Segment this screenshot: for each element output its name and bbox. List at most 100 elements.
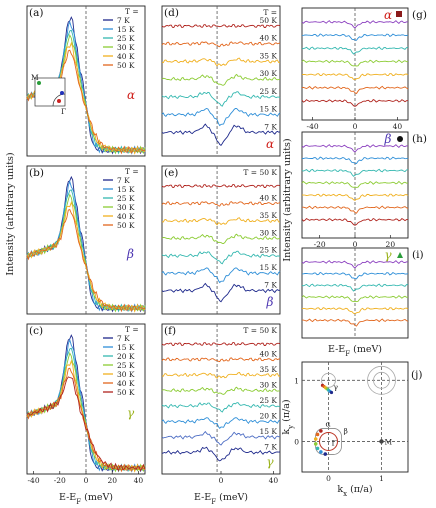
panel-g: (g) α -40 0 40: [301, 7, 427, 131]
curve-temperature-label: 40 K: [259, 34, 277, 43]
curve-temperature-label: 35 K: [259, 51, 277, 60]
gamma-pocket: [321, 372, 336, 388]
panel-h: (h) β -20 0 20: [301, 131, 427, 249]
fs-edc-curve: [301, 260, 409, 269]
x-tick-label: -40: [307, 122, 319, 131]
legend-label: 30 K: [117, 203, 135, 212]
curve-temperature-label: 15 K: [259, 263, 277, 272]
curve-temperature-label: 30 K: [259, 228, 277, 237]
kf-marker: [315, 446, 320, 451]
x-tick-label: 0: [219, 476, 224, 485]
curve-temperature-label: 50 K: [259, 16, 277, 25]
legend-title: T =: [263, 8, 277, 17]
fs-edc-curve: [301, 46, 409, 55]
legend-label: 15 K: [117, 185, 135, 194]
alpha-pocket: [319, 431, 338, 451]
symmetrized-edc: [161, 430, 281, 446]
panel-b: (b) T =7 K15 K25 K30 K40 K50 K β: [26, 165, 146, 315]
symmetrized-edc: [161, 217, 281, 226]
fs-edc-curve: [301, 193, 409, 201]
x-tick-label: 20: [386, 240, 396, 249]
marker-symbol: [397, 136, 403, 142]
band-label: β: [266, 295, 274, 309]
inset-fermi-arc: [52, 93, 66, 107]
curve-temperature-label: 25 K: [259, 246, 277, 255]
x-tick-label: -20: [54, 476, 66, 485]
legend-label: 40 K: [117, 212, 135, 221]
legend-title: T =: [125, 167, 139, 176]
y-axis-label-j: ky (π/a): [281, 399, 295, 434]
band-label: γ: [384, 248, 392, 262]
inset-label-gamma: Γ: [61, 107, 66, 116]
x-tick-label: 1: [379, 474, 384, 483]
beta-pocket: [315, 428, 342, 455]
alpha-label: α: [326, 419, 331, 428]
panel-f: 40 K 35 K 30 K 25 K 20 K 15 K 7 K (f) T = 50 K γ 0…: [161, 323, 281, 485]
fs-edc-curve: [301, 144, 409, 153]
curve-temperature-label: 7 K: [264, 122, 277, 131]
plot-frame: [301, 361, 409, 473]
symmetrized-edc: [161, 446, 281, 462]
fs-edc-curve: [302, 156, 409, 164]
x-axis-label-j: kx (π/a): [337, 484, 372, 498]
inner-pocket: [373, 371, 390, 389]
symmetrized-edc: [161, 402, 281, 413]
fs-edc-curve: [302, 85, 409, 95]
x-tick-label: 0: [84, 476, 89, 485]
plot-frame: [161, 165, 281, 315]
fs-edc-curve: [301, 283, 409, 292]
curve-temperature-label: 7 K: [264, 443, 277, 452]
kf-marker: [323, 452, 328, 456]
legend-title: T =: [125, 325, 139, 334]
fs-edc-curve: [301, 59, 409, 67]
curve-temperature-label: 15 K: [259, 105, 277, 114]
m-point-label: M: [385, 437, 393, 446]
legend-label: 40 K: [117, 52, 135, 61]
kf-marker: [315, 432, 320, 437]
symmetrized-edc: [161, 91, 281, 107]
fs-edc-curve: [301, 99, 409, 107]
band-label: γ: [127, 406, 135, 420]
inset-dot: [60, 91, 64, 95]
beta-label: β: [344, 426, 348, 435]
legend-label: 15 K: [117, 25, 135, 34]
symmetrized-edc: [161, 250, 281, 265]
legend-label: 25 K: [117, 361, 135, 370]
curve-temperature-label: 25 K: [259, 396, 277, 405]
symmetrized-edc: [161, 201, 281, 207]
panel-e: 40 K 35 K 30 K 25 K 15 K 7 K (e) T = 50 K β: [161, 165, 281, 315]
fs-edc-curve: [302, 318, 409, 327]
m-point-dot: [379, 439, 384, 444]
gamma-label: γ: [334, 382, 339, 391]
legend-label: 30 K: [117, 370, 135, 379]
fs-edc-curve: [301, 295, 409, 303]
legend-label: 20 K: [117, 352, 135, 361]
symmetrized-edc: [161, 184, 281, 188]
legend-label: 7 K: [117, 176, 130, 185]
symmetrized-edc: [161, 57, 281, 67]
symmetrized-edc: [161, 41, 281, 48]
curve-temperature-label: 20 K: [259, 412, 277, 421]
kf-marker: [319, 429, 323, 433]
panel-label: (a): [29, 7, 43, 19]
fs-edc-curve: [301, 307, 409, 315]
symmetrized-edc: [161, 417, 281, 429]
symmetrized-edc: [161, 108, 281, 127]
symmetrized-edc: [161, 24, 281, 28]
symmetrized-edc: [161, 233, 280, 244]
legend-label: 7 K: [117, 16, 130, 25]
legend-label: 25 K: [117, 194, 135, 203]
panel-label: (j): [411, 369, 422, 381]
legend-title: T = 50 K: [243, 168, 277, 177]
marker-symbol: [397, 252, 403, 258]
kf-marker: [313, 437, 318, 441]
x-tick-label: 0: [353, 240, 358, 249]
curve-temperature-label: 25 K: [259, 87, 277, 96]
x-tick-label: -40: [28, 476, 40, 485]
fs-edc-curve: [301, 271, 409, 280]
panel-label: (h): [412, 133, 427, 145]
band-label: α: [127, 88, 135, 102]
inset-label-m: M: [31, 73, 39, 82]
legend-label: 50 K: [117, 61, 135, 70]
panel-j: Γ Mα β γ 0 1 0 1 (j) kx (π/a) ky (π/a): [281, 361, 422, 498]
